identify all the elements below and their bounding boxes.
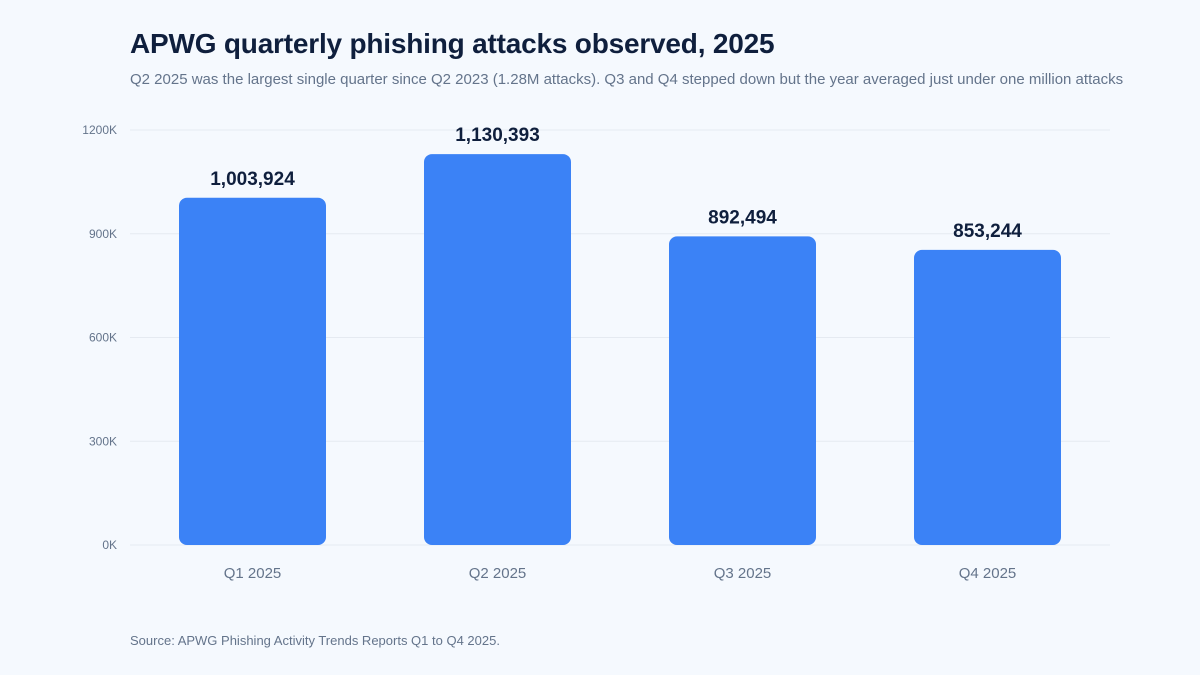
bar bbox=[669, 236, 816, 545]
x-tick-label: Q3 2025 bbox=[714, 565, 772, 582]
chart-title: APWG quarterly phishing attacks observed… bbox=[130, 28, 775, 59]
x-tick-label: Q2 2025 bbox=[469, 565, 527, 582]
bar bbox=[424, 154, 571, 545]
x-tick-label: Q1 2025 bbox=[224, 565, 282, 582]
y-tick-label: 900K bbox=[89, 227, 117, 241]
data-label: 892,494 bbox=[708, 207, 777, 228]
source-note: Source: APWG Phishing Activity Trends Re… bbox=[130, 633, 500, 648]
y-tick-label: 1200K bbox=[82, 123, 117, 137]
y-tick-label: 600K bbox=[89, 331, 117, 345]
chart-subtitle: Q2 2025 was the largest single quarter s… bbox=[130, 71, 1124, 88]
data-label: 1,130,393 bbox=[455, 125, 540, 146]
x-tick-label: Q4 2025 bbox=[959, 565, 1017, 582]
data-label: 853,244 bbox=[953, 221, 1022, 242]
y-tick-label: 0K bbox=[102, 538, 117, 552]
bar bbox=[914, 249, 1061, 545]
y-tick-label: 300K bbox=[89, 434, 117, 448]
data-label: 1,003,924 bbox=[210, 169, 295, 190]
bar bbox=[179, 197, 326, 545]
